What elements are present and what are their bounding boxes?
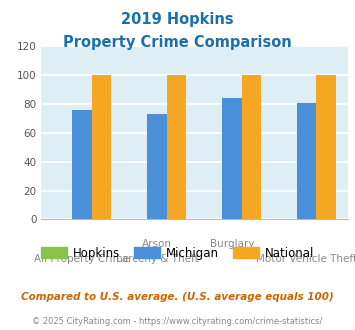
Legend: Hopkins, Michigan, National: Hopkins, Michigan, National <box>41 247 314 260</box>
Text: © 2025 CityRating.com - https://www.cityrating.com/crime-statistics/: © 2025 CityRating.com - https://www.city… <box>32 317 323 326</box>
Text: Arson: Arson <box>142 239 172 249</box>
Text: Motor Vehicle Theft: Motor Vehicle Theft <box>256 254 355 264</box>
Text: Larceny & Theft: Larceny & Theft <box>115 254 198 264</box>
Text: Property Crime Comparison: Property Crime Comparison <box>63 35 292 50</box>
Bar <box>92 75 111 219</box>
Text: Compared to U.S. average. (U.S. average equals 100): Compared to U.S. average. (U.S. average … <box>21 292 334 302</box>
Bar <box>316 75 336 219</box>
Text: 2019 Hopkins: 2019 Hopkins <box>121 12 234 26</box>
Bar <box>241 75 261 219</box>
Text: Burglary: Burglary <box>209 239 254 249</box>
Bar <box>72 110 92 219</box>
Bar <box>147 114 166 219</box>
Bar <box>166 75 186 219</box>
Bar <box>222 98 241 219</box>
Text: All Property Crime: All Property Crime <box>34 254 130 264</box>
Bar <box>297 103 316 219</box>
